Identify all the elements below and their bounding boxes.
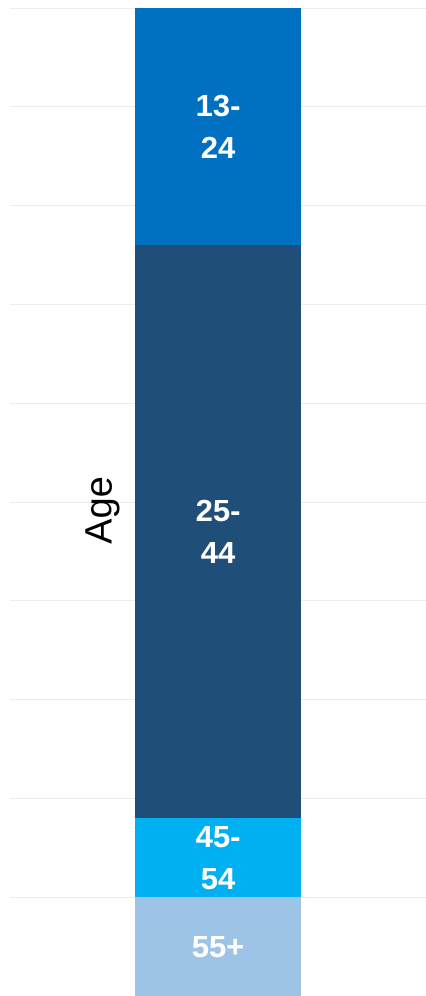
segment-label: 25-44 — [195, 492, 241, 570]
bar-segment: 45-54 — [135, 818, 301, 898]
segment-label: 13-24 — [195, 87, 241, 165]
segment-label: 45-54 — [195, 818, 241, 896]
bar-segment: 25-44 — [135, 245, 301, 819]
category-label: Age — [78, 476, 121, 544]
bar-segment: 55+ — [135, 897, 301, 996]
bar-segment: 13-24 — [135, 8, 301, 246]
segment-label: 55+ — [191, 928, 245, 964]
